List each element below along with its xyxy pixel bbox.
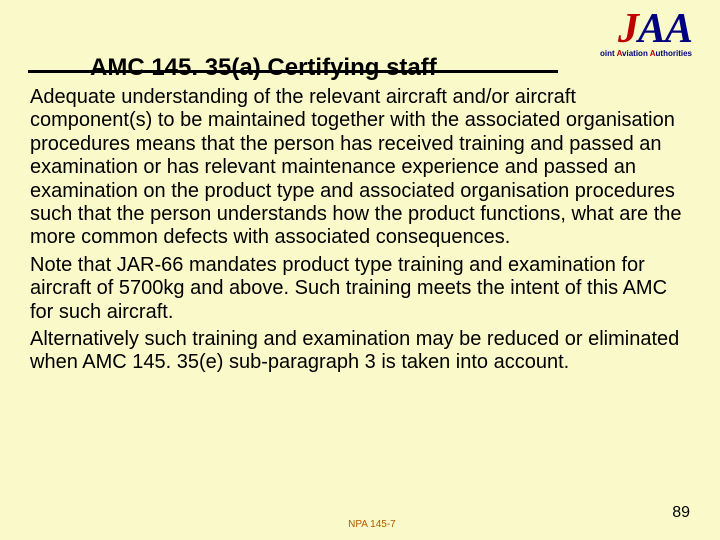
body-text: Adequate understanding of the relevant a… [30,86,692,379]
footer-reference: NPA 145-7 [348,519,396,530]
jaa-logo-main: JAA [600,12,692,48]
paragraph: Adequate understanding of the relevant a… [30,86,692,250]
jaa-logo: JAA oint Aviation Authorities [600,12,692,58]
paragraph: Alternatively such training and examinat… [30,328,692,375]
logo-sub-0: oint [600,49,617,58]
paragraph: Note that JAR-66 mandates product type t… [30,254,692,324]
logo-sub-4: uthorities [656,49,692,58]
logo-sub-2: viation [622,49,650,58]
jaa-logo-subtitle: oint Aviation Authorities [600,49,692,58]
slide-number: 89 [672,504,690,522]
slide: AMC 145. 35(a) Certifying staff JAA oint… [0,0,720,540]
logo-letter-j: J [618,6,638,52]
logo-letters-aa: AA [638,6,692,52]
slide-title: AMC 145. 35(a) Certifying staff [90,54,437,82]
header: AMC 145. 35(a) Certifying staff JAA oint… [0,10,720,80]
